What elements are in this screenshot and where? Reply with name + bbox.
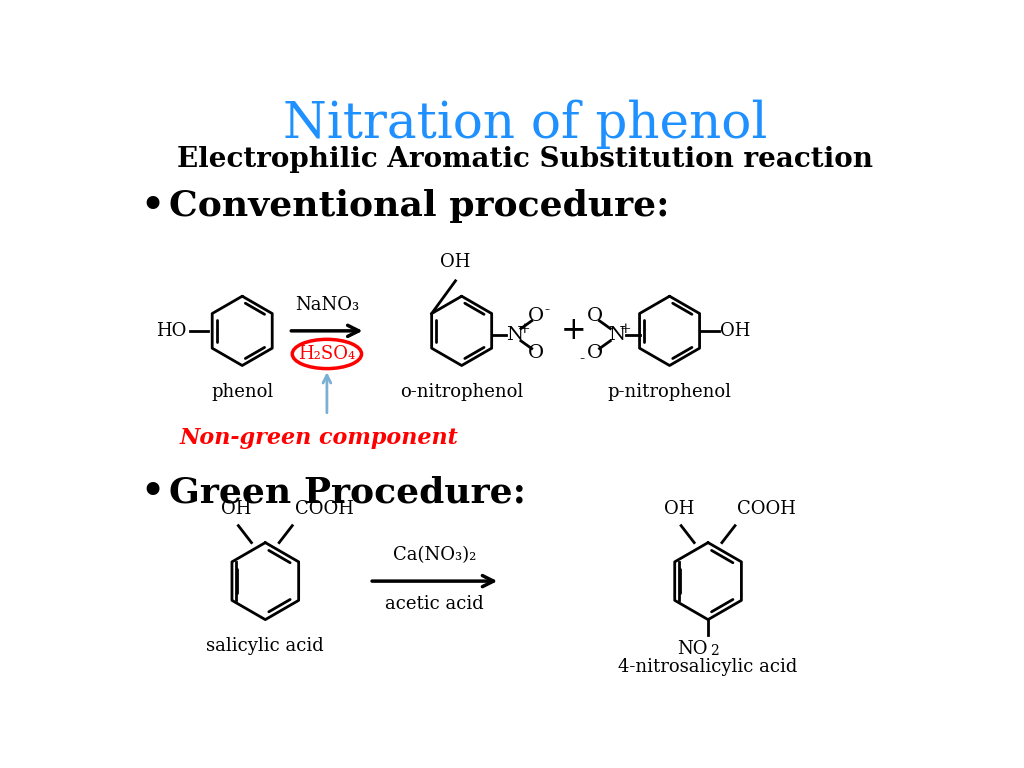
Text: +: + <box>620 322 632 336</box>
Text: p-nitrophenol: p-nitrophenol <box>607 383 731 401</box>
Text: 4-nitrosalicylic acid: 4-nitrosalicylic acid <box>618 658 798 676</box>
Text: Electrophilic Aromatic Substitution reaction: Electrophilic Aromatic Substitution reac… <box>177 147 872 174</box>
Text: Nitration of phenol: Nitration of phenol <box>283 100 767 149</box>
Text: salicylic acid: salicylic acid <box>207 637 325 654</box>
Text: NO: NO <box>678 640 708 657</box>
Text: Non-green component: Non-green component <box>180 427 459 449</box>
Text: N: N <box>506 326 523 344</box>
Text: OH: OH <box>221 500 251 518</box>
Text: +: + <box>560 316 586 346</box>
Text: OH: OH <box>664 500 694 518</box>
Text: OH: OH <box>720 322 751 340</box>
Text: •: • <box>139 184 165 227</box>
Text: •: • <box>139 471 165 514</box>
Text: OH: OH <box>440 253 471 271</box>
Text: -: - <box>579 353 584 366</box>
Text: COOH: COOH <box>295 500 353 518</box>
Text: HO: HO <box>157 322 186 340</box>
Text: 2: 2 <box>710 644 719 658</box>
Text: phenol: phenol <box>211 383 273 401</box>
Text: COOH: COOH <box>737 500 797 518</box>
Text: Conventional procedure:: Conventional procedure: <box>169 189 670 223</box>
Text: O: O <box>587 344 603 362</box>
Text: O: O <box>528 307 545 325</box>
Text: -: - <box>545 303 550 317</box>
Text: O: O <box>587 307 603 325</box>
Text: o-nitrophenol: o-nitrophenol <box>400 383 523 401</box>
Text: N: N <box>608 326 625 344</box>
Text: O: O <box>528 344 545 362</box>
Text: NaNO₃: NaNO₃ <box>295 296 359 314</box>
Text: +: + <box>518 322 529 336</box>
Text: H₂SO₄: H₂SO₄ <box>298 345 355 363</box>
Text: Ca(NO₃)₂: Ca(NO₃)₂ <box>393 546 476 564</box>
Text: acetic acid: acetic acid <box>385 595 484 613</box>
Text: Green Procedure:: Green Procedure: <box>169 475 526 509</box>
